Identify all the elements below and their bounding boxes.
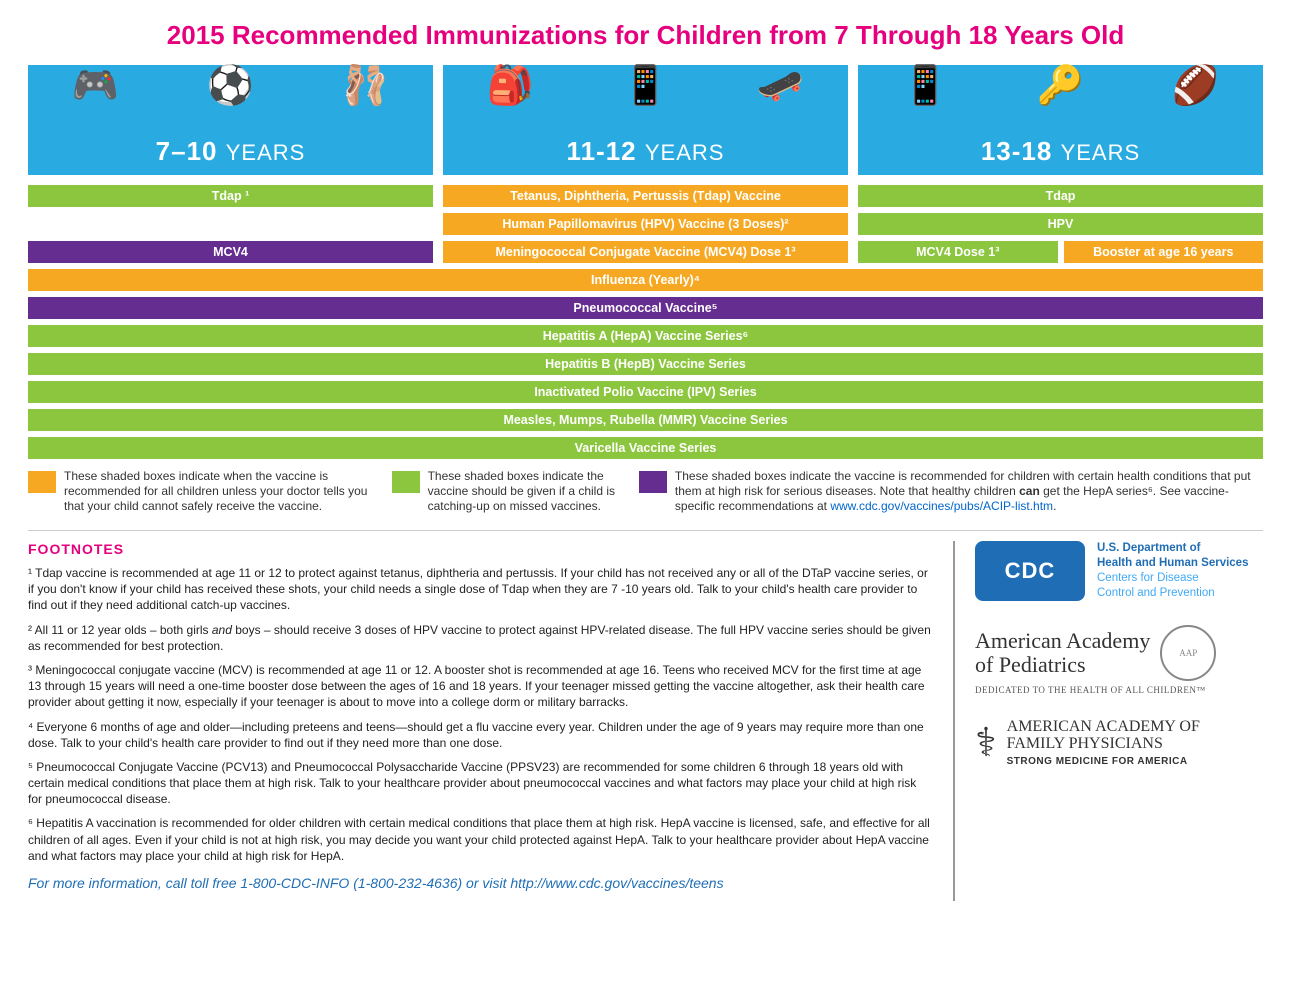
legend-text: These shaded boxes indicate when the vac… [64,469,378,514]
age-group-1: 🎒 📱 🛹 11-12 YEARS [443,65,848,175]
age-label: 7–10 YEARS [156,136,306,167]
footnote: ⁵ Pneumococcal Conjugate Vaccine (PCV13)… [28,759,933,808]
aafp-name1: AMERICAN ACADEMY OF [1007,719,1200,736]
age-label: 13-18 YEARS [981,136,1140,167]
legend-item: These shaded boxes indicate the vaccine … [392,469,625,514]
age-icon: 🏈 [1172,64,1219,108]
footnote: ² All 11 or 12 year olds – both girls an… [28,622,933,654]
age-icon: ⚽ [207,64,254,108]
age-group-0: 🎮 ⚽ 🩰 7–10 YEARS [28,65,433,175]
age-icon: 🔑 [1037,64,1084,108]
age-icon: 📱 [622,64,669,108]
vaccine-bar-full: Measles, Mumps, Rubella (MMR) Vaccine Se… [28,409,1263,431]
cdc-logo: CDC U.S. Department of Health and Human … [975,541,1263,601]
age-group-2: 📱 🔑 🏈 13-18 YEARS [858,65,1263,175]
vaccine-bar-full: Inactivated Polio Vaccine (IPV) Series [28,381,1263,403]
vaccine-bar-full: Hepatitis B (HepB) Vaccine Series [28,353,1263,375]
age-label: 11-12 YEARS [567,136,725,167]
age-icon: 🩰 [342,64,389,108]
cdc-line1: U.S. Department of [1097,541,1248,556]
aafp-name2: FAMILY PHYSICIANS [1007,736,1200,753]
aap-logo: American Academy of Pediatrics AAP DEDIC… [975,625,1263,695]
page-title: 2015 Recommended Immunizations for Child… [28,20,1263,51]
acip-link[interactable]: www.cdc.gov/vaccines/pubs/ACIP-list.htm [830,499,1053,513]
logos-column: CDC U.S. Department of Health and Human … [953,541,1263,901]
legend-swatch [28,471,56,493]
vaccine-bar: Tdap [858,185,1263,207]
vaccine-bar: Tetanus, Diphtheria, Pertussis (Tdap) Va… [443,185,848,207]
legend-text: These shaded boxes indicate the vaccine … [675,469,1263,514]
legend-text: These shaded boxes indicate the vaccine … [428,469,625,514]
vaccine-bar: Booster at age 16 years [1064,241,1264,263]
footnotes-heading: FOOTNOTES [28,541,933,557]
vaccine-grid: Tdap ¹ Tetanus, Diphtheria, Pertussis (Td… [28,185,1263,263]
cdc-badge: CDC [975,541,1085,601]
cdc-line4: Control and Prevention [1097,586,1248,601]
footnote: ⁶ Hepatitis A vaccination is recommended… [28,815,933,864]
legend-item: These shaded boxes indicate the vaccine … [639,469,1263,514]
vaccine-bar-full: Influenza (Yearly)⁴ [28,269,1263,291]
vaccine-bar: Meningococcal Conjugate Vaccine (MCV4) D… [443,241,848,263]
footnote: ⁴ Everyone 6 months of age and older—inc… [28,719,933,751]
more-info: For more information, call toll free 1-8… [28,874,933,893]
legend-swatch [392,471,420,493]
footnotes-section: FOOTNOTES ¹ Tdap vaccine is recommended … [28,541,933,901]
vaccine-bar: MCV4 Dose 1³ [858,241,1058,263]
legend-swatch [639,471,667,493]
age-icon: 🎮 [72,64,119,108]
age-header-row: 🎮 ⚽ 🩰 7–10 YEARS 🎒 📱 🛹 11-12 YEARS 📱 🔑 🏈 13-18 YEAR… [28,65,1263,175]
footnote: ¹ Tdap vaccine is recommended at age 11 … [28,565,933,614]
age-icon: 🛹 [757,64,804,108]
cdc-line3: Centers for Disease [1097,571,1248,586]
vaccine-bar-full: Varicella Vaccine Series [28,437,1263,459]
vaccine-bar: Human Papillomavirus (HPV) Vaccine (3 Do… [443,213,848,235]
age-icon: 🎒 [487,64,534,108]
vaccine-bar: Tdap ¹ [28,185,433,207]
aap-name1: American Academy [975,629,1150,653]
cdc-line2: Health and Human Services [1097,556,1248,571]
vaccine-bar-full: Pneumococcal Vaccine⁵ [28,297,1263,319]
legend: These shaded boxes indicate when the vac… [28,469,1263,514]
divider [28,530,1263,531]
aap-tag: DEDICATED TO THE HEALTH OF ALL CHILDREN™ [975,685,1263,695]
aap-name2: of Pediatrics [975,653,1150,677]
aafp-logo: ⚕ AMERICAN ACADEMY OF FAMILY PHYSICIANS … [975,719,1263,767]
footnote: ³ Meningococcal conjugate vaccine (MCV) … [28,662,933,711]
aafp-tag: STRONG MEDICINE FOR AMERICA [1007,756,1200,767]
vaccine-bar-full: Hepatitis A (HepA) Vaccine Series⁶ [28,325,1263,347]
staff-icon: ⚕ [975,720,997,766]
age-icon: 📱 [902,64,949,108]
vaccine-bar: MCV4 [28,241,433,263]
legend-item: These shaded boxes indicate when the vac… [28,469,378,514]
vaccine-full-rows: Influenza (Yearly)⁴ Pneumococcal Vaccine⁵… [28,269,1263,459]
aap-seal-icon: AAP [1160,625,1216,681]
vaccine-bar: HPV [858,213,1263,235]
